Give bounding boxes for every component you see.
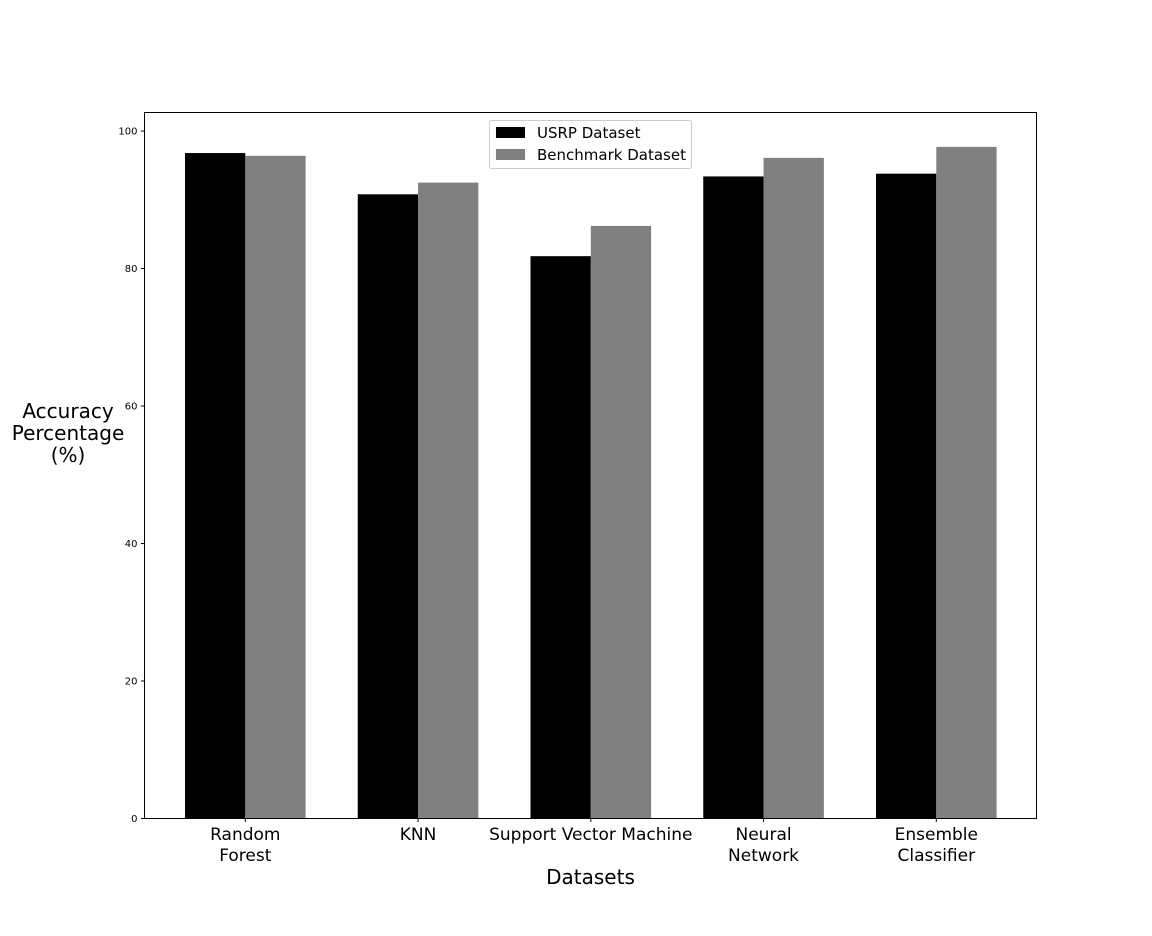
- bar-benchmark-4: [936, 146, 997, 819]
- legend-swatch-0: [496, 127, 525, 138]
- bar-benchmark-1: [418, 182, 479, 819]
- y-tick-label-5: 100: [118, 127, 137, 138]
- bar-usrp-1: [357, 194, 419, 819]
- bar-benchmark-0: [245, 155, 306, 819]
- bar-usrp-4: [876, 173, 937, 819]
- y-tick-label-2: 40: [125, 539, 138, 550]
- legend-swatch-1: [496, 149, 525, 160]
- bar-benchmark-3: [763, 157, 824, 819]
- y-axis-title: Accuracy Percentage (%): [12, 399, 125, 467]
- y-tick-label-3: 60: [125, 402, 138, 413]
- x-axis: Random Forest KNN Support Vector Machine Neu…: [210, 818, 978, 866]
- y-axis: 0 20 40 60 80 100: [118, 127, 145, 825]
- bar-usrp-2: [530, 256, 591, 819]
- legend-box: [489, 120, 692, 169]
- y-tick-label-1: 20: [125, 677, 138, 688]
- bar-benchmark-2: [590, 225, 652, 819]
- x-axis-title: Datasets: [546, 865, 635, 889]
- bar-usrp-3: [703, 176, 764, 819]
- bars-layer: [185, 146, 997, 819]
- axis-titles: Datasets Accuracy Percentage (%): [12, 399, 635, 889]
- x-tick-label-1: KNN: [400, 825, 437, 845]
- plot-frame: [144, 112, 1037, 819]
- x-tick-label-3: Neural Network: [728, 825, 799, 866]
- x-tick-label-2: Support Vector Machine: [489, 825, 692, 845]
- bar-usrp-0: [185, 153, 246, 819]
- legend-label-0: USRP Dataset: [537, 124, 641, 142]
- y-tick-label-4: 80: [125, 264, 138, 275]
- y-tick-label-0: 0: [131, 814, 137, 825]
- x-tick-label-0: Random Forest: [210, 825, 280, 866]
- legend-label-1: Benchmark Dataset: [537, 146, 686, 164]
- x-tick-label-4: Ensemble Classifier: [895, 825, 978, 866]
- legend: USRP Dataset Benchmark Dataset: [489, 120, 692, 169]
